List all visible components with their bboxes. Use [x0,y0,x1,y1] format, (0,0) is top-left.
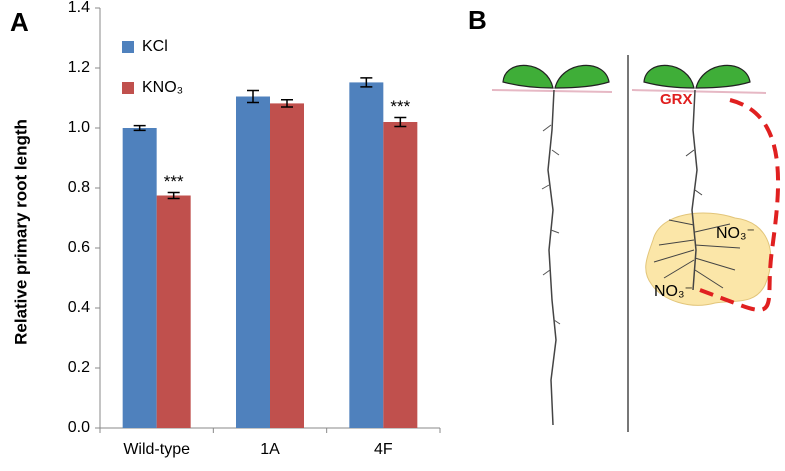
legend-label: KNO₃ [142,79,183,96]
error-bar [394,116,407,128]
y-tick-label: 1.0 [68,119,90,136]
cotyledons [643,64,751,89]
diagram: GRX NO₃⁻ NO₃⁻ [491,55,780,432]
y-tick-label: 0.2 [68,359,90,376]
soil-line [491,89,613,93]
bar [156,195,191,428]
y-tick-label: 0.4 [68,299,90,316]
x-tick-label: 4F [374,441,393,458]
panel-label: A [10,7,29,37]
diagram-label: NO₃⁻ [716,225,755,242]
error-bar [167,191,180,200]
root [547,89,557,426]
bar [349,82,384,429]
diagram-label: NO₃⁻ [654,283,693,300]
lateral-roots [653,149,741,289]
x-tick-label: Wild-type [123,441,190,458]
panel-label: B [468,5,487,35]
legend-swatch [122,82,134,94]
nitrate-patch [645,212,772,306]
y-tick-label: 1.2 [68,59,90,76]
y-axis-title: Relative primary root length [11,119,30,345]
bar [270,103,304,429]
error-bar [281,99,293,108]
bar [236,96,270,428]
signal-arrow [699,98,780,312]
soil-line [631,89,767,94]
error-bar [247,89,259,104]
legend-swatch [122,41,134,53]
y-tick-label: 0.8 [68,179,90,196]
x-tick-label: 1A [260,441,280,458]
cotyledons [502,64,610,89]
legend-label: KCl [142,38,168,55]
diagram-label: GRX [660,91,693,108]
error-bar [360,77,373,88]
y-tick-label: 1.4 [68,0,90,16]
error-bar [133,124,146,132]
y-tick-label: 0.6 [68,239,90,256]
significance-label: *** [390,97,410,116]
bar [122,128,157,428]
bar [383,122,418,428]
y-tick-label: 0.0 [68,419,90,436]
significance-label: *** [164,172,184,191]
root [691,89,698,291]
lateral-roots [541,124,561,325]
